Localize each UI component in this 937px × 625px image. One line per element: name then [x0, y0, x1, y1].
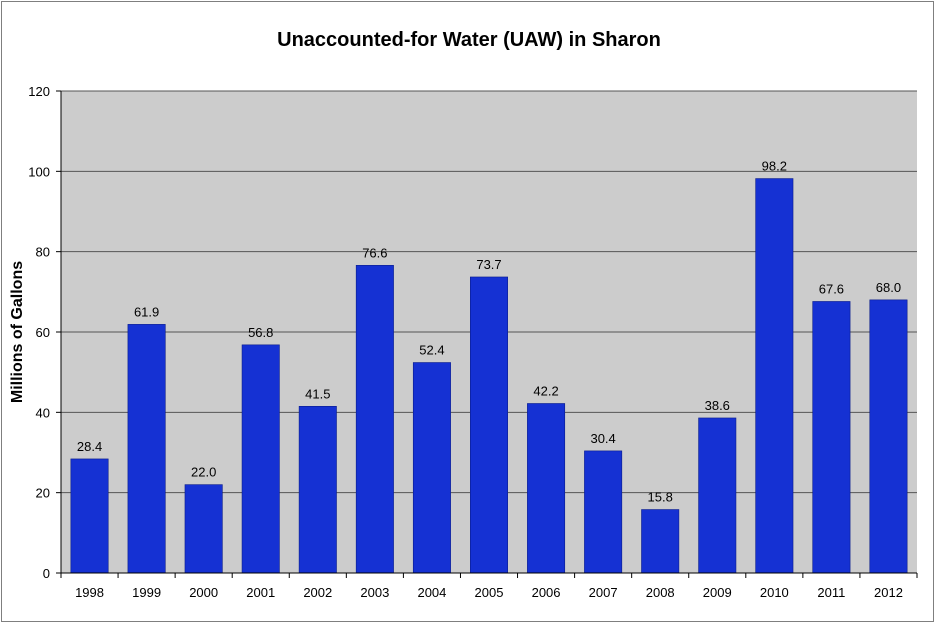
data-label: 73.7 — [476, 257, 501, 272]
data-label: 41.5 — [305, 386, 330, 401]
bar — [298, 406, 337, 574]
x-tick-label: 1998 — [75, 585, 104, 600]
data-labels: 28.4 61.9 22.0 56.8 41.5 76.6 52.4 73.7 42.2 30.4… — [77, 159, 901, 505]
bar — [355, 265, 394, 574]
data-label: 15.8 — [648, 490, 673, 505]
x-tick-label: 2010 — [760, 585, 789, 600]
x-tick-label: 2005 — [475, 585, 504, 600]
bar — [241, 344, 280, 574]
bar — [184, 484, 223, 574]
bar — [755, 178, 794, 574]
x-tick-label: 2011 — [817, 585, 845, 600]
y-tick-label: 120 — [28, 84, 50, 99]
data-label: 52.4 — [419, 343, 444, 358]
bar — [412, 362, 451, 574]
chart-title: Unaccounted-for Water (UAW) in Sharon — [277, 29, 661, 51]
x-tick-label: 2000 — [189, 585, 218, 600]
data-label: 68.0 — [876, 280, 901, 295]
x-tick-label: 2002 — [303, 585, 332, 600]
y-tick-label: 20 — [36, 486, 50, 501]
bar — [584, 450, 623, 574]
data-label: 76.6 — [362, 245, 387, 260]
x-tick-labels: 1998 1999 2000 2001 2002 2003 2004 2005 2006 2007… — [75, 585, 903, 600]
data-label: 38.6 — [705, 398, 730, 413]
y-axis-label: Millions of Gallons — [9, 261, 26, 403]
bar — [527, 403, 566, 574]
y-tick-label: 0 — [43, 566, 50, 581]
y-tick-labels: 0 20 40 60 80 100 120 — [28, 84, 50, 581]
x-tick-label: 2003 — [360, 585, 389, 600]
bar — [812, 301, 851, 574]
x-tick-label: 1999 — [132, 585, 161, 600]
x-tick-label: 2008 — [646, 585, 675, 600]
bar — [869, 299, 908, 574]
y-tick-label: 40 — [36, 405, 50, 420]
x-tick-label: 2004 — [417, 585, 446, 600]
bars — [70, 178, 908, 574]
bar — [641, 509, 680, 574]
axes — [56, 90, 918, 578]
data-label: 56.8 — [248, 325, 273, 340]
data-label: 98.2 — [762, 159, 787, 174]
data-label: 28.4 — [77, 439, 102, 454]
data-label: 42.2 — [533, 383, 558, 398]
bar — [70, 458, 109, 574]
bar — [698, 417, 737, 574]
y-tick-label: 60 — [36, 325, 50, 340]
bar — [127, 324, 166, 574]
y-tick-label: 100 — [28, 164, 50, 179]
data-label: 61.9 — [134, 304, 159, 319]
data-label: 30.4 — [590, 431, 615, 446]
y-tick-label: 80 — [36, 245, 50, 260]
bar — [470, 276, 508, 574]
x-tick-label: 2009 — [703, 585, 732, 600]
data-label: 22.0 — [191, 465, 216, 480]
x-tick-label: 2001 — [246, 585, 275, 600]
data-label: 67.6 — [819, 281, 844, 296]
x-tick-label: 2006 — [532, 585, 561, 600]
x-tick-label: 2007 — [589, 585, 618, 600]
x-tick-label: 2012 — [874, 585, 903, 600]
